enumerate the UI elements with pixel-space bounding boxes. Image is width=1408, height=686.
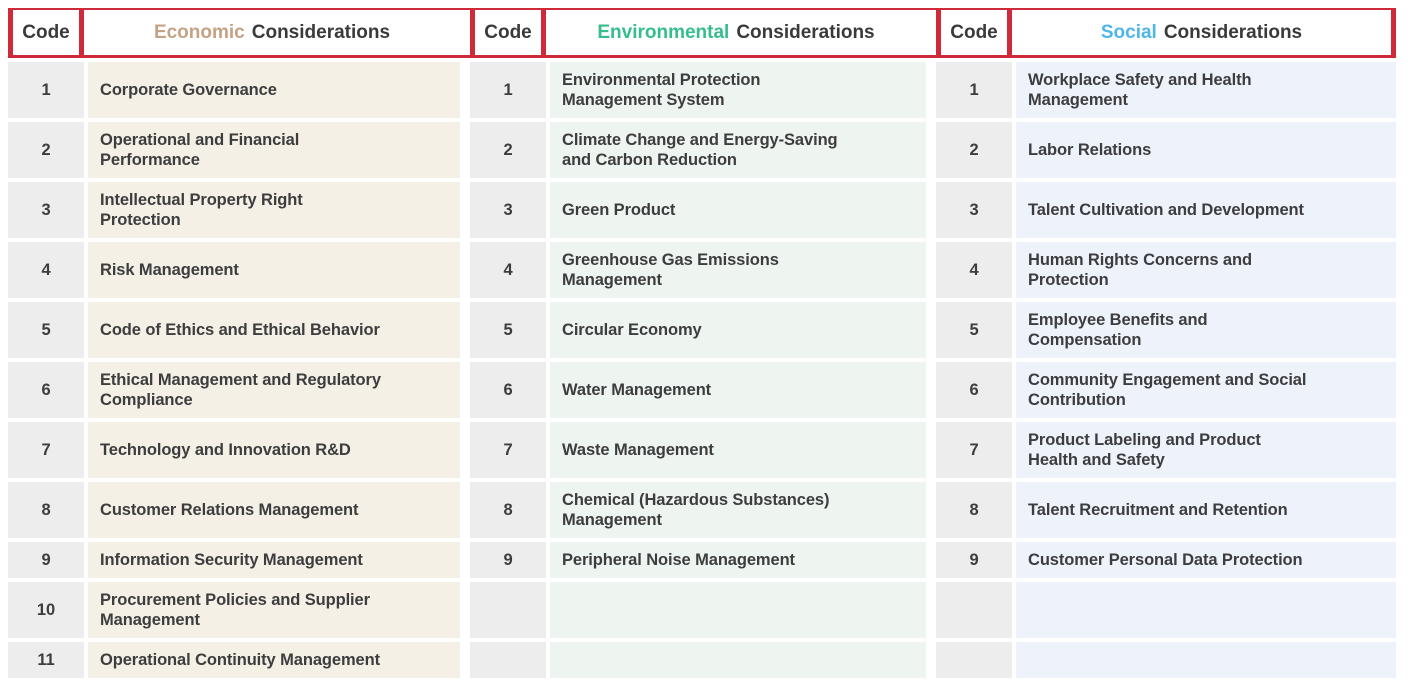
environmental-section-header: Environmental Considerations [546, 8, 926, 58]
social-section-header: Social Considerations [1012, 8, 1396, 58]
environmental-code-cell: 6 [470, 362, 546, 418]
environmental-code-cell: 7 [470, 422, 546, 478]
economic-code-cell: 10 [8, 582, 84, 638]
social-topic-cell [1016, 582, 1396, 638]
social-code-cell: 8 [936, 482, 1012, 538]
environmental-topic-cell: Peripheral Noise Management [550, 542, 926, 578]
social-code-cell: 9 [936, 542, 1012, 578]
economic-section-header: Economic Considerations [84, 8, 460, 58]
environmental-topic-cell: Chemical (Hazardous Substances) Manageme… [550, 482, 926, 538]
economic-code-cell: 5 [8, 302, 84, 358]
social-topic-cell: Customer Personal Data Protection [1016, 542, 1396, 578]
environmental-topic-cell: Water Management [550, 362, 926, 418]
environmental-topic-cell: Climate Change and Energy-Saving and Car… [550, 122, 926, 178]
social-topic-cell: Community Engagement and Social Contribu… [1016, 362, 1396, 418]
environmental-code-cell: 4 [470, 242, 546, 298]
economic-topic-cell: Ethical Management and Regulatory Compli… [88, 362, 460, 418]
environmental-code-cell [470, 642, 546, 678]
environmental-topic-cell [550, 582, 926, 638]
social-topic-cell: Labor Relations [1016, 122, 1396, 178]
environmental-code-cell: 9 [470, 542, 546, 578]
economic-code-cell: 3 [8, 182, 84, 238]
economic-code-cell: 1 [8, 62, 84, 118]
environmental-code-column-header: Code [470, 8, 546, 58]
social-code-cell: 5 [936, 302, 1012, 358]
esg-considerations-table: Code Economic Considerations 1 Corporate Gov… [8, 8, 1396, 678]
environmental-code-cell: 8 [470, 482, 546, 538]
economic-code-cell: 7 [8, 422, 84, 478]
social-topic-cell: Employee Benefits and Compensation [1016, 302, 1396, 358]
economic-code-column-header: Code [8, 8, 84, 58]
social-topic-cell: Talent Cultivation and Development [1016, 182, 1396, 238]
social-topic-cell [1016, 642, 1396, 678]
economic-topic-cell: Intellectual Property Right Protection [88, 182, 460, 238]
social-topic-cell: Product Labeling and Product Health and … [1016, 422, 1396, 478]
social-section-title-rest: Considerations [1163, 22, 1303, 43]
social-code-cell: 3 [936, 182, 1012, 238]
economic-topic-cell: Information Security Management [88, 542, 460, 578]
environmental-code-cell: 2 [470, 122, 546, 178]
economic-topic-cell: Customer Relations Management [88, 482, 460, 538]
economic-topic-cell: Corporate Governance [88, 62, 460, 118]
social-code-cell: 1 [936, 62, 1012, 118]
environmental-topic-cell: Greenhouse Gas Emissions Management [550, 242, 926, 298]
economic-code-cell: 9 [8, 542, 84, 578]
social-code-cell [936, 582, 1012, 638]
economic-topic-cell: Operational and Financial Performance [88, 122, 460, 178]
social-code-cell: 7 [936, 422, 1012, 478]
environmental-code-cell: 5 [470, 302, 546, 358]
economic-topic-cell: Procurement Policies and Supplier Manage… [88, 582, 460, 638]
economic-topic-cell: Operational Continuity Management [88, 642, 460, 678]
social-topic-cell: Talent Recruitment and Retention [1016, 482, 1396, 538]
economic-section-title-highlight: Economic [153, 22, 245, 43]
environmental-code-cell: 1 [470, 62, 546, 118]
environmental-code-cell [470, 582, 546, 638]
social-code-cell [936, 642, 1012, 678]
economic-code-cell: 8 [8, 482, 84, 538]
economic-section-title-rest: Considerations [251, 22, 391, 43]
environmental-code-cell: 3 [470, 182, 546, 238]
social-topic-cell: Workplace Safety and Health Management [1016, 62, 1396, 118]
economic-code-cell: 11 [8, 642, 84, 678]
economic-code-cell: 2 [8, 122, 84, 178]
environmental-topic-cell: Circular Economy [550, 302, 926, 358]
economic-topic-cell: Code of Ethics and Ethical Behavior [88, 302, 460, 358]
economic-topic-cell: Risk Management [88, 242, 460, 298]
environmental-section-title-rest: Considerations [736, 22, 875, 43]
environmental-topic-cell: Waste Management [550, 422, 926, 478]
environmental-topic-cell: Green Product [550, 182, 926, 238]
economic-code-cell: 6 [8, 362, 84, 418]
environmental-section-title-highlight: Environmental [597, 22, 730, 43]
social-code-column-header: Code [936, 8, 1012, 58]
environmental-topic-cell [550, 642, 926, 678]
economic-topic-cell: Technology and Innovation R&D [88, 422, 460, 478]
economic-code-cell: 4 [8, 242, 84, 298]
social-code-cell: 4 [936, 242, 1012, 298]
social-code-cell: 6 [936, 362, 1012, 418]
social-code-cell: 2 [936, 122, 1012, 178]
environmental-topic-cell: Environmental Protection Management Syst… [550, 62, 926, 118]
social-section-title-highlight: Social [1100, 22, 1157, 43]
social-topic-cell: Human Rights Concerns and Protection [1016, 242, 1396, 298]
